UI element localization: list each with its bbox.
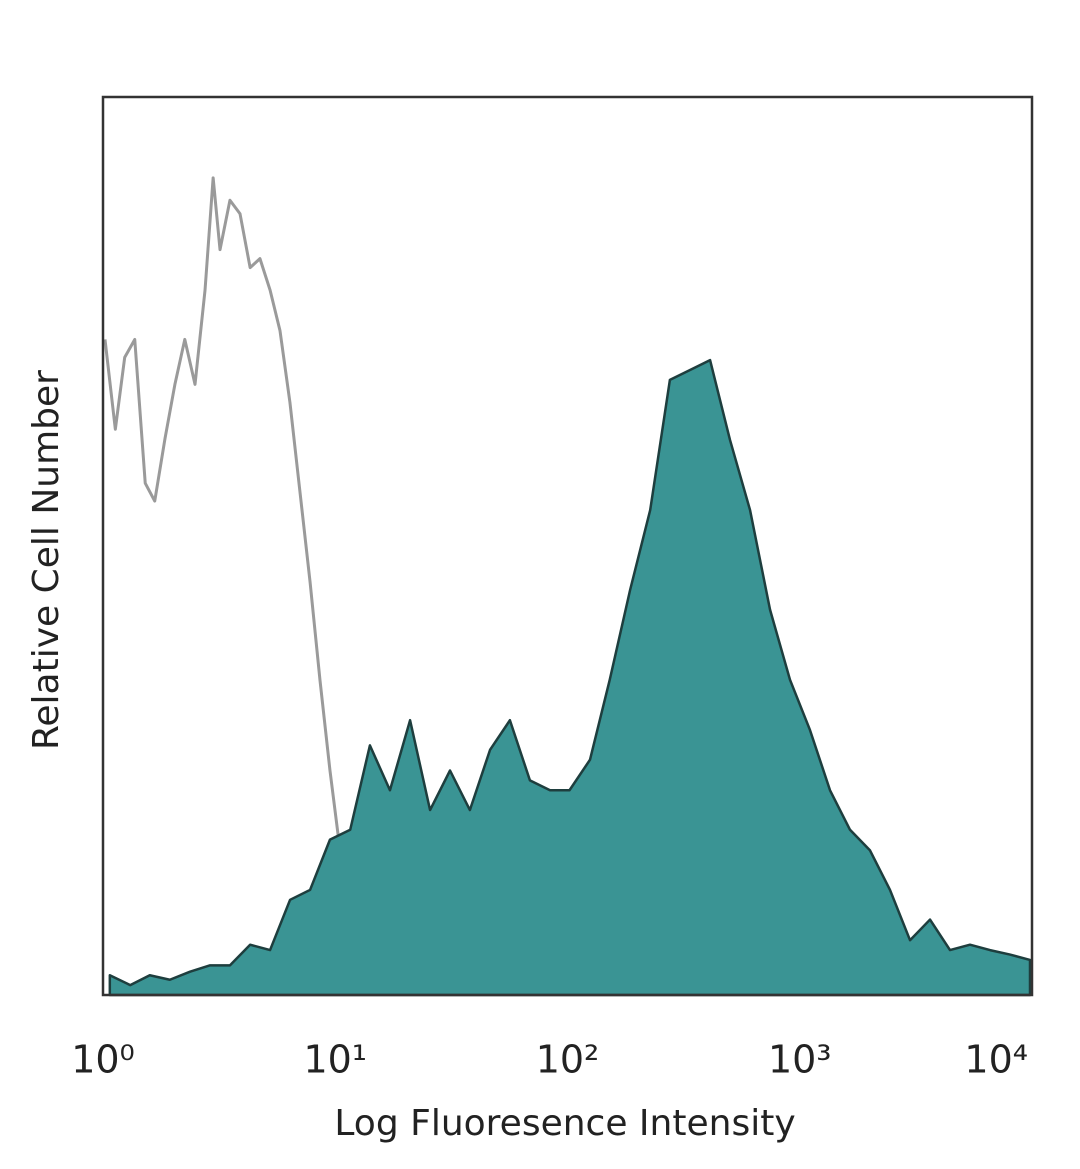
x-tick-label: 10¹: [303, 1038, 367, 1082]
x-tick-label: 10⁰: [71, 1038, 135, 1082]
plot-frame: [101, 95, 1034, 997]
x-tick-label: 10²: [536, 1038, 600, 1082]
histogram-area: [108, 358, 1032, 997]
y-axis-label: Relative Cell Number: [26, 370, 67, 750]
x-axis-label: Log Fluoresence Intensity: [334, 1103, 795, 1144]
x-tick-label: 10³: [768, 1038, 832, 1082]
x-tick-label: 10⁴: [964, 1038, 1028, 1082]
